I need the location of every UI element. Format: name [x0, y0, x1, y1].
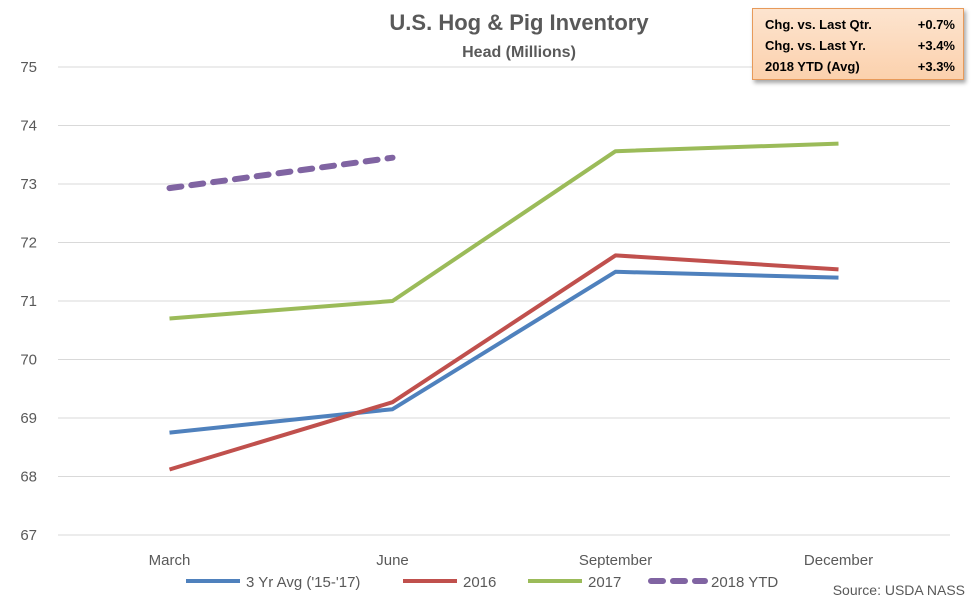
stat-row-yr: Chg. vs. Last Yr. +3.4%	[765, 35, 955, 56]
stat-label-ytd: 2018 YTD (Avg)	[765, 59, 860, 74]
stat-label-yr: Chg. vs. Last Yr.	[765, 38, 866, 53]
legend-label: 2016	[463, 574, 496, 591]
y-tick-label: 67	[20, 527, 37, 544]
chart-subtitle: Head (Millions)	[462, 44, 576, 61]
chart-title: U.S. Hog & Pig Inventory	[389, 10, 649, 35]
stat-row-qtr: Chg. vs. Last Qtr. +0.7%	[765, 14, 955, 35]
stat-value-qtr: +0.7%	[917, 17, 955, 32]
series-lines	[166, 141, 839, 472]
x-tick-label: September	[579, 552, 652, 569]
y-tick-label: 73	[20, 176, 37, 193]
legend-label: 2018 YTD	[711, 574, 778, 591]
legend: 3 Yr Avg ('15-'17) 2016 2017 2018 YTD	[186, 574, 778, 591]
x-tick-label: December	[804, 552, 873, 569]
x-axis-ticks: March June September December	[149, 552, 873, 569]
series-line	[169, 269, 839, 435]
change-stats-box: Chg. vs. Last Qtr. +0.7% Chg. vs. Last Y…	[752, 8, 964, 80]
stat-value-ytd: +3.3%	[917, 59, 955, 74]
legend-label: 2017	[588, 574, 621, 591]
series-line	[166, 154, 396, 192]
x-tick-label: March	[149, 552, 191, 569]
y-axis-ticks: 67 68 69 70 71 72 73 74 75	[20, 59, 37, 544]
y-tick-label: 71	[20, 293, 37, 310]
series-line	[168, 253, 839, 472]
stat-value-yr: +3.4%	[917, 38, 955, 53]
y-tick-label: 69	[20, 410, 37, 427]
gridlines	[58, 66, 950, 536]
y-tick-label: 74	[20, 118, 37, 135]
y-tick-label: 70	[20, 352, 37, 369]
y-tick-label: 68	[20, 469, 37, 486]
source-note: Source: USDA NASS	[833, 582, 965, 598]
y-tick-label: 72	[20, 235, 37, 252]
stat-row-ytd: 2018 YTD (Avg) +3.3%	[765, 56, 955, 77]
legend-label: 3 Yr Avg ('15-'17)	[246, 574, 360, 591]
x-tick-label: June	[376, 552, 409, 569]
y-tick-label: 75	[20, 59, 37, 76]
stat-label-qtr: Chg. vs. Last Qtr.	[765, 17, 872, 32]
series-line	[169, 141, 839, 321]
